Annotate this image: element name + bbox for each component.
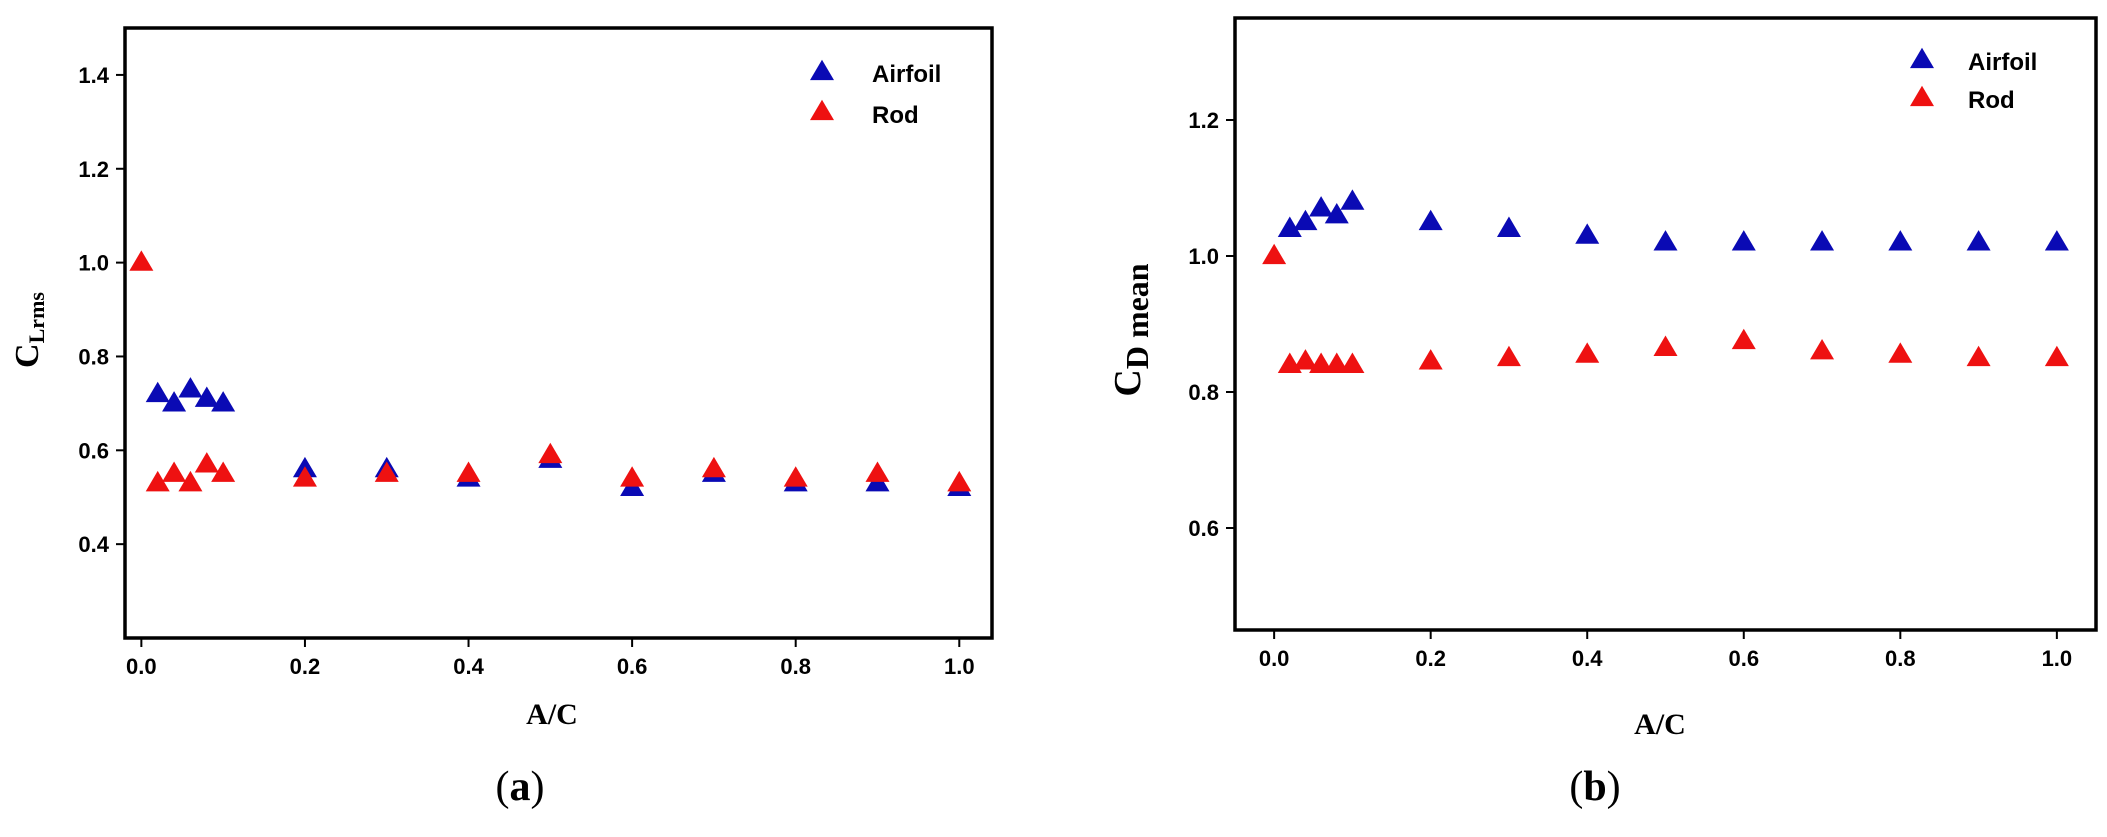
x-tick-label: 0.4 [1572, 646, 1603, 671]
point-airfoil [1293, 209, 1318, 231]
point-airfoil [194, 386, 219, 407]
x-tick-label: 1.0 [944, 654, 975, 679]
chart-a: 0.0 0.2 0.4 0.6 0.8 1.0 0.4 0.6 0.8 1.0 1.2 1.4 A/… [9, 26, 994, 810]
chart-b: 0.0 0.2 0.4 0.6 0.8 1.0 0.6 0.8 1.0 1.2 A/C CD m… [1107, 16, 2098, 810]
y-tick-label: 0.8 [1188, 380, 1219, 405]
x-ticks-b: 0.0 0.2 0.4 0.6 0.8 1.0 [1259, 630, 2072, 671]
point-airfoil [162, 391, 187, 412]
point-rod [1966, 345, 1991, 367]
point-rod [1575, 342, 1600, 363]
x-ticks-a: 0.0 0.2 0.4 0.6 0.8 1.0 [126, 638, 975, 679]
point-airfoil [1575, 223, 1600, 244]
point-rod [162, 461, 187, 482]
point-rod [947, 470, 972, 492]
point-airfoil [211, 391, 236, 412]
x-tick-label: 1.0 [2042, 646, 2073, 671]
legend-label-rod-b: Rod [1968, 87, 2015, 114]
y-axis-label-a: CLrms [9, 292, 49, 368]
data-marks-b [1262, 189, 2069, 373]
y-ticks-a: 0.4 0.6 0.8 1.0 1.2 1.4 [78, 63, 125, 557]
point-airfoil [145, 381, 170, 403]
point-rod [129, 250, 154, 271]
point-rod [194, 452, 219, 473]
data-marks-a [129, 250, 972, 497]
y-tick-label: 0.8 [78, 344, 109, 369]
panel-label-a: (a) [496, 764, 545, 810]
legend-b: Airfoil Rod [1910, 47, 2037, 114]
y-tick-label: 0.6 [78, 438, 109, 463]
x-tick-label: 0.8 [1885, 646, 1916, 671]
point-rod [783, 466, 808, 487]
point-rod [1653, 335, 1678, 356]
legend-marker-rod-a [810, 99, 834, 121]
point-airfoil [1309, 196, 1334, 217]
point-rod [620, 466, 645, 487]
legend-marker-airfoil-b [1910, 47, 1934, 69]
point-rod [1309, 352, 1334, 373]
point-airfoil [1277, 216, 1302, 237]
y-ticks-b: 0.6 0.8 1.0 1.2 [1188, 108, 1235, 541]
point-rod [178, 470, 203, 492]
x-tick-label: 0.8 [780, 654, 811, 679]
point-rod [374, 461, 399, 482]
y-tick-label: 1.4 [78, 63, 109, 88]
y-tick-label: 0.4 [78, 532, 109, 557]
point-rod [145, 470, 170, 492]
point-rod [1731, 328, 1756, 350]
point-rod [865, 461, 890, 482]
point-rod [292, 466, 317, 487]
y-tick-label: 1.0 [78, 251, 109, 276]
y-axis-label-b: CD mean [1107, 263, 1155, 396]
point-rod [701, 456, 726, 478]
point-airfoil [1324, 202, 1349, 224]
point-airfoil [1810, 230, 1835, 251]
point-airfoil [1653, 230, 1678, 251]
point-rod [1496, 345, 1521, 367]
point-airfoil [1418, 209, 1443, 231]
point-rod [1262, 243, 1287, 265]
point-airfoil [1496, 216, 1521, 237]
plot-frame-b [1233, 16, 2098, 632]
point-airfoil [1966, 230, 1991, 251]
legend-marker-airfoil-a [810, 59, 834, 81]
x-tick-label: 0.6 [1728, 646, 1759, 671]
x-axis-label-a: A/C [526, 698, 578, 731]
x-tick-label: 0.2 [1415, 646, 1446, 671]
x-tick-label: 0.0 [1259, 646, 1290, 671]
legend-a: Airfoil Rod [810, 59, 941, 129]
x-tick-label: 0.0 [126, 654, 157, 679]
point-rod [1810, 338, 1835, 360]
x-tick-label: 0.4 [453, 654, 484, 679]
y-tick-label: 1.2 [1188, 108, 1219, 133]
legend-label-airfoil-b: Airfoil [1968, 49, 2037, 76]
y-tick-label: 1.0 [1188, 244, 1219, 269]
x-tick-label: 0.2 [290, 654, 321, 679]
legend-label-airfoil-a: Airfoil [872, 61, 941, 88]
x-axis-label-b: A/C [1634, 708, 1686, 741]
point-rod [211, 461, 236, 482]
point-airfoil [1731, 230, 1756, 251]
point-airfoil [1888, 230, 1913, 251]
point-airfoil [178, 377, 203, 398]
point-rod [1340, 352, 1365, 373]
point-rod [1888, 342, 1913, 363]
y-tick-label: 0.6 [1188, 516, 1219, 541]
panel-label-b: (b) [1569, 764, 1620, 810]
point-airfoil [2044, 230, 2069, 251]
point-rod [1418, 349, 1443, 370]
point-rod [1324, 352, 1349, 373]
point-airfoil [1340, 189, 1365, 210]
x-tick-label: 0.6 [617, 654, 648, 679]
point-rod [1293, 349, 1318, 370]
y-tick-label: 1.2 [78, 157, 109, 182]
legend-label-rod-a: Rod [872, 102, 919, 129]
point-rod [2044, 345, 2069, 367]
legend-marker-rod-b [1910, 85, 1934, 107]
point-rod [456, 461, 481, 482]
point-rod [538, 442, 563, 464]
plot-frame-a [123, 26, 994, 640]
